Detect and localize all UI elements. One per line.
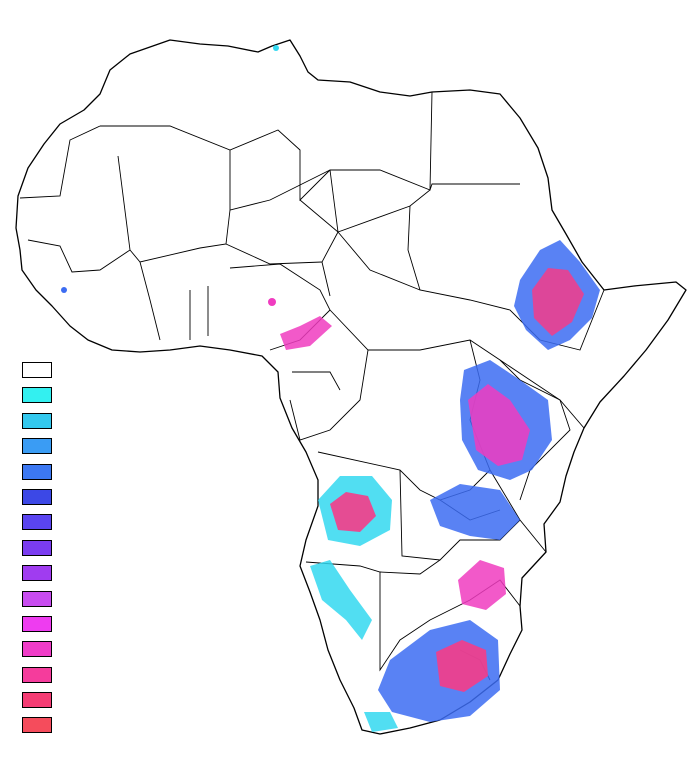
africa-coastline <box>15 39 687 735</box>
legend-swatch-8 <box>22 539 52 556</box>
hotspot-great-lakes-core <box>468 384 530 466</box>
hotspot-zambia <box>430 484 520 540</box>
legend-swatch-6 <box>22 488 52 505</box>
hotspot-guinea <box>61 287 67 293</box>
legend-swatch-1 <box>22 362 52 378</box>
legend-swatch-5 <box>22 463 52 480</box>
hotspot-south-africa-core <box>436 640 488 692</box>
legend-swatch-10 <box>22 590 52 607</box>
hotspot-cameroon <box>280 316 332 350</box>
hotspot-ethiopia-core <box>532 268 584 336</box>
hotspot-angola-core <box>330 492 376 532</box>
legend-swatch-12 <box>22 641 52 658</box>
legend-swatch-15 <box>22 717 52 734</box>
hotspot-maghreb <box>273 45 279 51</box>
legend-swatch-4 <box>22 438 52 455</box>
hotspot-zimbabwe <box>458 560 506 610</box>
legend-swatch-9 <box>22 565 52 582</box>
hotspot-namibia <box>310 560 372 640</box>
legend-swatch-2 <box>22 387 52 404</box>
risk-hotspots <box>61 45 600 732</box>
color-legend <box>22 362 54 743</box>
hotspot-cape <box>364 712 398 732</box>
legend-swatch-14 <box>22 692 52 709</box>
legend-swatch-11 <box>22 615 52 632</box>
legend-swatch-13 <box>22 666 52 683</box>
hotspot-nigeria <box>268 298 276 306</box>
legend-swatch-3 <box>22 412 52 429</box>
legend-swatch-7 <box>22 514 52 531</box>
